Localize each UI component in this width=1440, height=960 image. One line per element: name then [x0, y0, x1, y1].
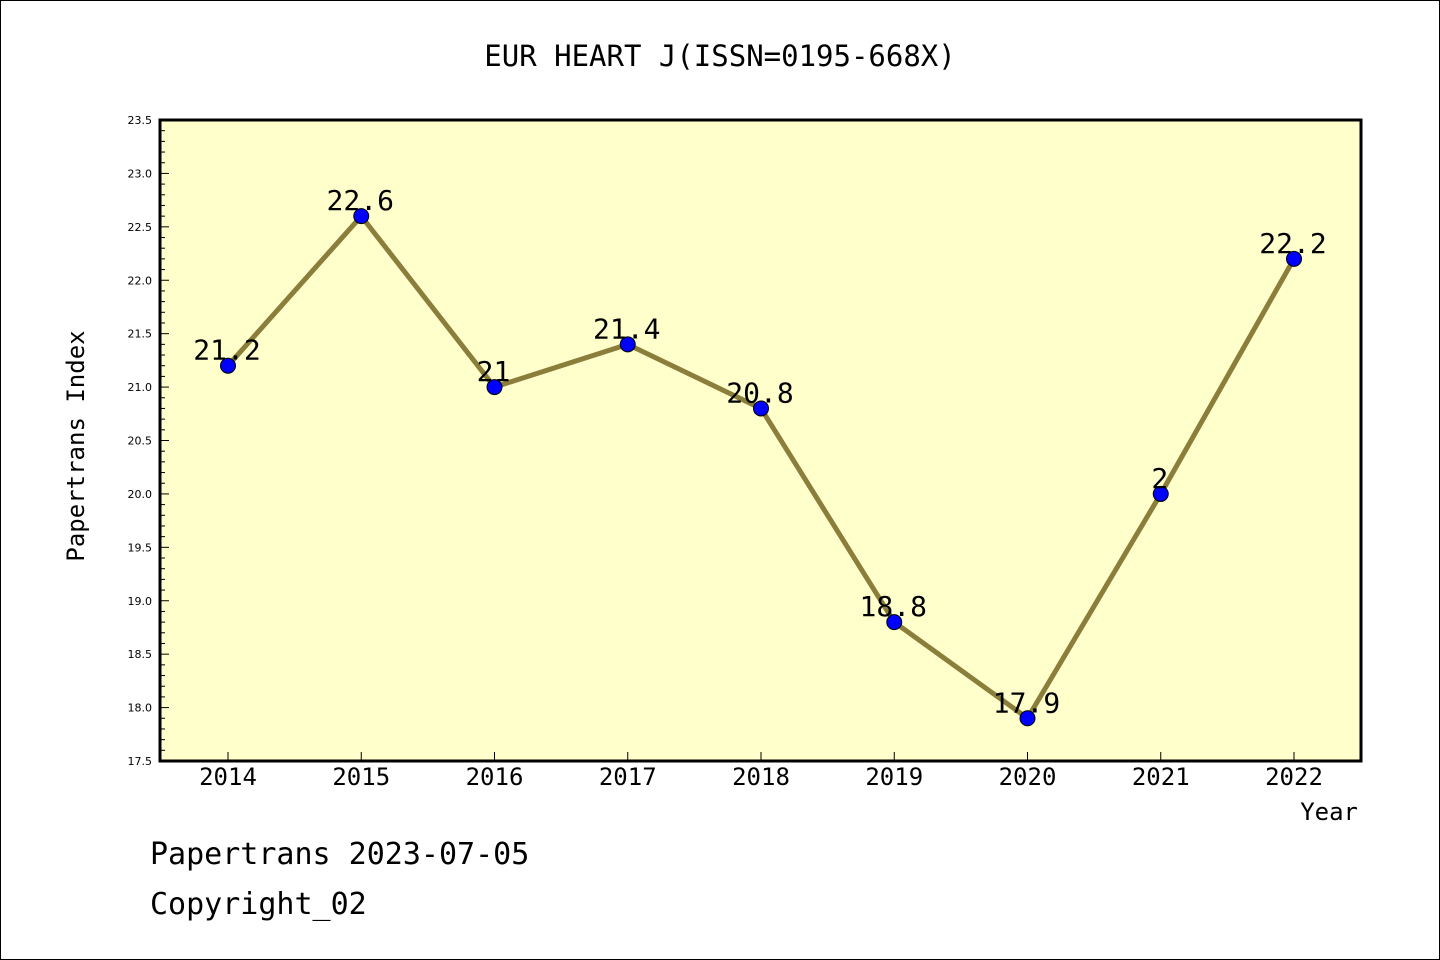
data-point	[886, 614, 903, 631]
data-point	[1286, 250, 1302, 267]
y-tick-label: 21.0	[128, 381, 153, 394]
x-axis-ticks	[227, 752, 1295, 761]
x-tick-label: 2019	[865, 763, 923, 791]
y-tick-label: 18.0	[128, 702, 153, 715]
data-point	[220, 357, 236, 374]
x-tick-label: 2015	[332, 763, 390, 791]
y-tick-label: 19.5	[128, 541, 153, 554]
x-tick-label: 2022	[1265, 763, 1323, 791]
chart-title: EUR HEART J(ISSN=0195-668X)	[484, 39, 955, 73]
y-tick-label: 17.5	[128, 755, 153, 768]
data-point	[353, 208, 370, 225]
data-label: 18.8	[860, 590, 927, 623]
data-label: 21.4	[593, 312, 660, 345]
point-labels: 21.2 22.6 21 21.4 20.8 18.8 17.9 2 22.2	[193, 184, 1326, 719]
y-tick-label: 23.5	[128, 114, 153, 127]
data-label: 21.2	[193, 334, 260, 367]
x-tick-label: 2018	[732, 763, 790, 791]
y-axis-ticks	[160, 119, 169, 762]
x-tick-label: 2020	[999, 763, 1057, 791]
y-tick-label: 19.0	[128, 595, 153, 608]
x-axis-label: Year	[1300, 798, 1358, 826]
x-tick-label: 2021	[1132, 763, 1190, 791]
y-tick-label: 20.0	[128, 488, 153, 501]
data-label: 21	[477, 355, 511, 388]
x-tick-label: 2017	[599, 763, 657, 791]
x-axis-tick-labels: 2014 2015 2016 2017 2018 2019 2020 2021 2022	[199, 763, 1323, 791]
data-label: 2	[1151, 462, 1168, 495]
footer-copyright: Copyright_02	[150, 887, 367, 922]
data-label: 22.6	[327, 184, 394, 217]
y-tick-label: 18.5	[128, 648, 153, 661]
series-markers	[220, 208, 1302, 727]
footer-date-line: Papertrans 2023-07-05	[150, 837, 529, 872]
y-tick-label: 23.0	[128, 167, 153, 180]
y-tick-label: 21.5	[128, 328, 153, 341]
y-axis-tick-labels: 17.5 18.0 18.5 19.0 19.5 20.0 20.5 21.0 21.5 22.0…	[128, 114, 153, 768]
x-tick-label: 2014	[199, 763, 257, 791]
data-point	[1152, 485, 1169, 502]
y-axis-label: Papertrans Index	[62, 330, 90, 561]
y-tick-label: 22.5	[128, 221, 153, 234]
data-point	[486, 379, 503, 396]
data-label: 20.8	[726, 376, 793, 409]
y-tick-label: 20.5	[128, 435, 153, 448]
data-label: 22.2	[1259, 227, 1326, 260]
data-label: 17.9	[993, 686, 1060, 719]
data-point	[1019, 710, 1036, 727]
x-tick-label: 2016	[466, 763, 524, 791]
y-tick-label: 22.0	[128, 274, 153, 287]
data-point	[619, 336, 636, 353]
data-point	[753, 400, 769, 417]
plot-area	[158, 118, 1363, 763]
